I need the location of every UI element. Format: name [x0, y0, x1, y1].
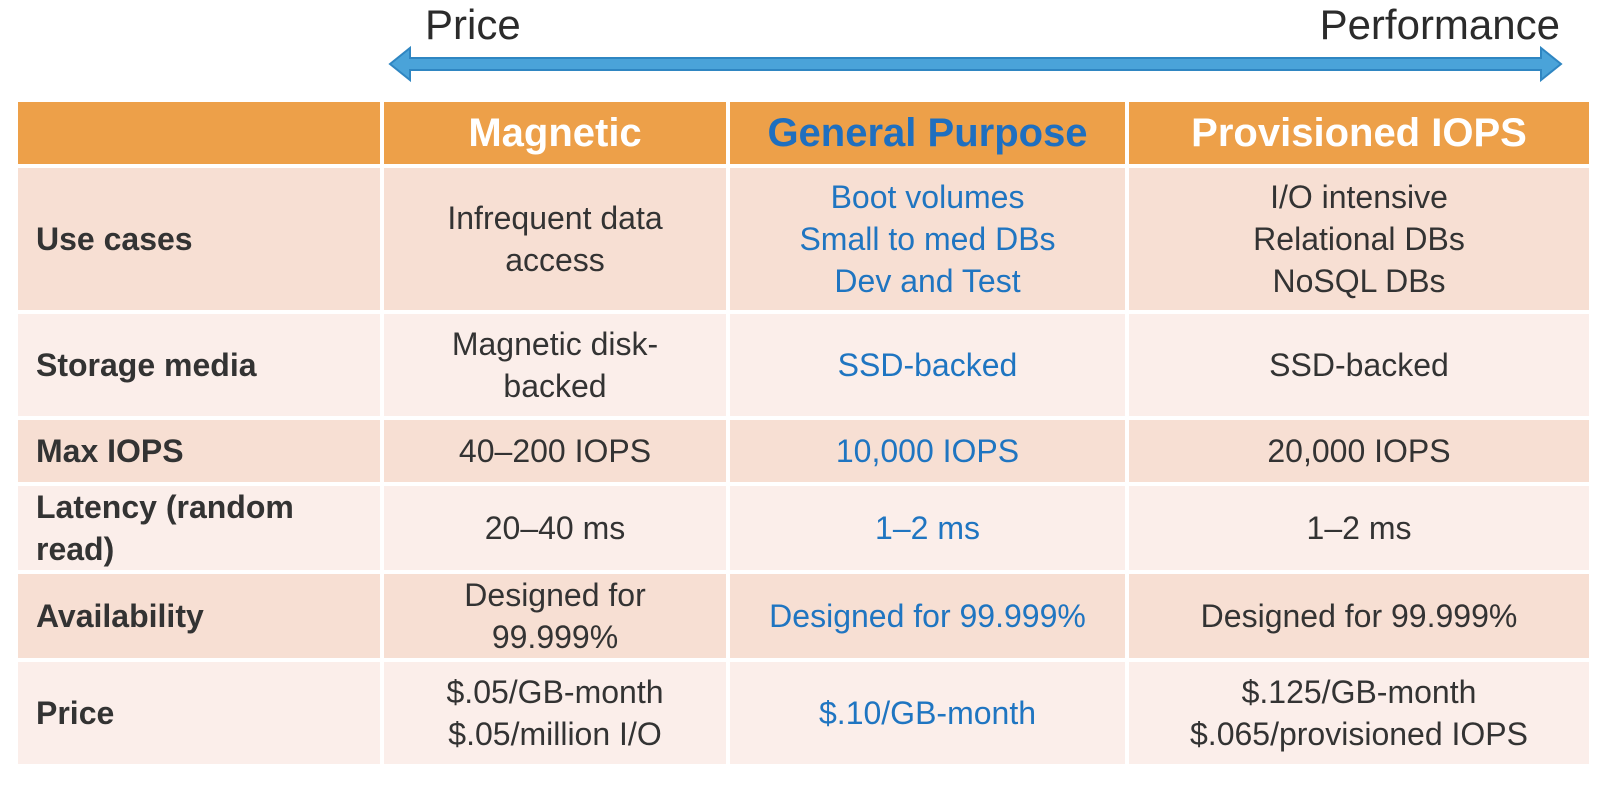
cell-line: SSD-backed [1269, 347, 1449, 383]
cell-provisioned-iops: SSD-backed [1129, 314, 1589, 416]
header-provisioned-iops: Provisioned IOPS [1129, 102, 1589, 164]
table-row: Availability Designed for 99.999% Designed … [18, 574, 1589, 658]
cell-line: access [505, 242, 605, 278]
cell-magnetic: Magnetic disk-backed [384, 314, 726, 416]
cell-line: 99.999% [491, 619, 619, 655]
cell-line: Designed for 99.999% [1200, 598, 1518, 634]
cell-line: $.065/provisioned IOPS [1190, 716, 1528, 752]
cell-line: Boot volumes [830, 179, 1025, 215]
cell-general-purpose: SSD-backed [730, 314, 1125, 416]
cell-provisioned-iops: 20,000 IOPS [1129, 420, 1589, 482]
cell-magnetic: Designed for 99.999% [384, 574, 726, 658]
table-row: Max IOPS 40–200 IOPS 10,000 IOPS 20,000 IOP… [18, 420, 1589, 482]
cell-line: I/O intensive [1270, 179, 1448, 215]
row-label: Max IOPS [18, 420, 380, 482]
cell-line: 1–2 ms [875, 510, 980, 546]
cell-line: Magnetic disk- [451, 326, 659, 362]
cell-magnetic: 20–40 ms [384, 486, 726, 570]
cell-line: Small to med DBs [799, 221, 1056, 257]
cell-line: Dev and Test [834, 263, 1021, 299]
performance-scale-label: Performance [1319, 1, 1560, 48]
cell-magnetic: $.05/GB-month $.05/million I/O [384, 662, 726, 764]
cell-line: 1–2 ms [1306, 510, 1412, 546]
price-scale-label: Price [425, 1, 521, 48]
row-label: Availability [18, 574, 380, 658]
table-header-row: Magnetic General Purpose Provisioned IOP… [18, 102, 1589, 164]
cell-provisioned-iops: I/O intensive Relational DBs NoSQL DBs [1129, 168, 1589, 310]
cell-line: $.10/GB-month [819, 695, 1036, 731]
row-label: Use cases [18, 168, 380, 310]
cell-general-purpose: 1–2 ms [730, 486, 1125, 570]
row-label: Storage media [18, 314, 380, 416]
table-row: Use cases Infrequent data access Boot volum… [18, 168, 1589, 310]
cell-magnetic: 40–200 IOPS [384, 420, 726, 482]
cell-line: $.05/million I/O [448, 716, 662, 752]
header-magnetic: Magnetic [384, 102, 726, 164]
cell-line: backed [503, 368, 607, 404]
cell-provisioned-iops: Designed for 99.999% [1129, 574, 1589, 658]
cell-general-purpose: $.10/GB-month [730, 662, 1125, 764]
cell-line: Designed for [464, 577, 646, 613]
row-label: Latency (random read) [18, 486, 380, 570]
cell-line: Relational DBs [1253, 221, 1465, 257]
cell-general-purpose: Designed for 99.999% [730, 574, 1125, 658]
cell-provisioned-iops: 1–2 ms [1129, 486, 1589, 570]
cell-general-purpose: 10,000 IOPS [730, 420, 1125, 482]
table-row: Latency (random read) 20–40 ms 1–2 ms 1–2 m… [18, 486, 1589, 570]
cell-general-purpose: Boot volumes Small to med DBs Dev and Test [730, 168, 1125, 310]
table-row: Price $.05/GB-month $.05/million I/O $.10/G… [18, 662, 1589, 764]
ebs-volume-comparison-table: Magnetic General Purpose Provisioned IOP… [14, 98, 1593, 768]
cell-line: SSD-backed [837, 347, 1018, 383]
cell-line: 20–40 ms [484, 510, 626, 546]
row-label: Price [18, 662, 380, 764]
cell-line: Designed for 99.999% [769, 598, 1086, 634]
cell-provisioned-iops: $.125/GB-month $.065/provisioned IOPS [1129, 662, 1589, 764]
cell-line: 20,000 IOPS [1267, 433, 1451, 469]
cell-line: 10,000 IOPS [835, 433, 1020, 469]
header-corner-cell [18, 102, 380, 164]
cell-line: NoSQL DBs [1272, 263, 1446, 299]
cell-line: Infrequent data [447, 200, 663, 236]
cell-line: $.05/GB-month [446, 674, 664, 710]
cell-magnetic: Infrequent data access [384, 168, 726, 310]
cell-line: 40–200 IOPS [458, 433, 652, 469]
table-row: Storage media Magnetic disk-backed SSD-bac… [18, 314, 1589, 416]
price-performance-arrow-icon [388, 45, 1563, 83]
header-general-purpose: General Purpose [730, 102, 1125, 164]
cell-line: $.125/GB-month [1241, 674, 1477, 710]
